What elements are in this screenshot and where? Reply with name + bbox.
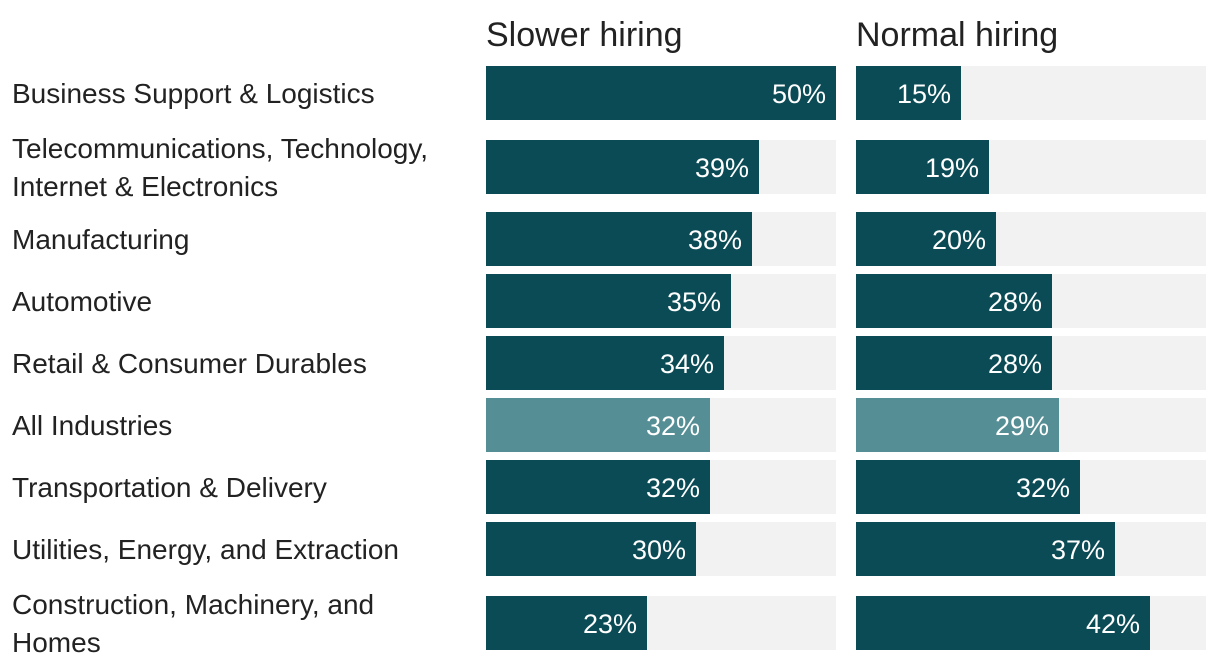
bar-slower-hiring [486, 398, 710, 452]
bar-slower-hiring [486, 274, 731, 328]
category-label-utilities-energy-and-extraction: Utilities, Energy, and Extraction [12, 534, 399, 565]
column-titles: Slower hiring Normal hiring [486, 16, 1058, 54]
slower-hiring-panel: 50% 39% 38% 35% 34% 32% 32% 30% 23% [486, 66, 836, 650]
value-label-slower-hiring: 38% [688, 225, 742, 255]
bar-normal-hiring [856, 274, 1052, 328]
bar-normal-hiring [856, 336, 1052, 390]
category-label-line: Transportation & Delivery [12, 472, 327, 503]
value-label-normal-hiring: 15% [897, 79, 951, 109]
value-label-normal-hiring: 20% [932, 225, 986, 255]
bar-normal-hiring [856, 66, 961, 120]
bar-normal-hiring [856, 398, 1059, 452]
value-label-slower-hiring: 30% [632, 535, 686, 565]
bar-slower-hiring [486, 66, 836, 120]
bar-normal-hiring [856, 460, 1080, 514]
value-label-normal-hiring: 37% [1051, 535, 1105, 565]
bar-slower-hiring [486, 596, 647, 650]
category-labels: Business Support & Logistics Telecommunic… [12, 78, 428, 658]
category-label-line: Homes [12, 627, 101, 658]
value-label-slower-hiring: 35% [667, 287, 721, 317]
value-label-slower-hiring: 23% [583, 609, 637, 639]
value-label-normal-hiring: 28% [988, 349, 1042, 379]
value-label-slower-hiring: 50% [772, 79, 826, 109]
category-label-business-support-and-logistics: Business Support & Logistics [12, 78, 375, 109]
category-label-line: All Industries [12, 410, 172, 441]
category-label-transportation-and-delivery: Transportation & Delivery [12, 472, 327, 503]
value-label-slower-hiring: 39% [695, 153, 749, 183]
bar-normal-hiring [856, 522, 1115, 576]
category-label-line: Construction, Machinery, and [12, 589, 374, 620]
bar-slower-hiring [486, 212, 752, 266]
bar-slower-hiring [486, 460, 710, 514]
bar-normal-hiring [856, 212, 996, 266]
bar-slower-hiring [486, 336, 724, 390]
value-label-normal-hiring: 32% [1016, 473, 1070, 503]
normal-hiring-panel: 15% 19% 20% 28% 28% 29% 32% 37% 42% [856, 66, 1206, 650]
category-label-manufacturing: Manufacturing [12, 224, 189, 255]
category-label-all-industries: All Industries [12, 410, 172, 441]
column-title-normal-hiring: Normal hiring [856, 16, 1058, 54]
category-label-telecommunications-technology-internet-and-electronics: Telecommunications, Technology, Internet … [12, 133, 428, 202]
value-label-slower-hiring: 32% [646, 411, 700, 441]
value-label-normal-hiring: 28% [988, 287, 1042, 317]
category-label-line: Retail & Consumer Durables [12, 348, 367, 379]
bar-slower-hiring [486, 140, 759, 194]
category-label-line: Business Support & Logistics [12, 78, 375, 109]
value-label-normal-hiring: 19% [925, 153, 979, 183]
bar-normal-hiring [856, 596, 1150, 650]
bar-slower-hiring [486, 522, 696, 576]
bar-normal-hiring [856, 140, 989, 194]
value-label-normal-hiring: 42% [1086, 609, 1140, 639]
category-label-retail-and-consumer-durables: Retail & Consumer Durables [12, 348, 367, 379]
category-label-line: Utilities, Energy, and Extraction [12, 534, 399, 565]
category-label-automotive: Automotive [12, 286, 152, 317]
column-title-slower-hiring: Slower hiring [486, 16, 683, 54]
category-label-line: Internet & Electronics [12, 171, 278, 202]
category-label-construction-machinery-and-homes: Construction, Machinery, and Homes [12, 589, 374, 658]
category-label-line: Telecommunications, Technology, [12, 133, 428, 164]
value-label-slower-hiring: 34% [660, 349, 714, 379]
value-label-slower-hiring: 32% [646, 473, 700, 503]
category-label-line: Manufacturing [12, 224, 189, 255]
value-label-normal-hiring: 29% [995, 411, 1049, 441]
category-label-line: Automotive [12, 286, 152, 317]
